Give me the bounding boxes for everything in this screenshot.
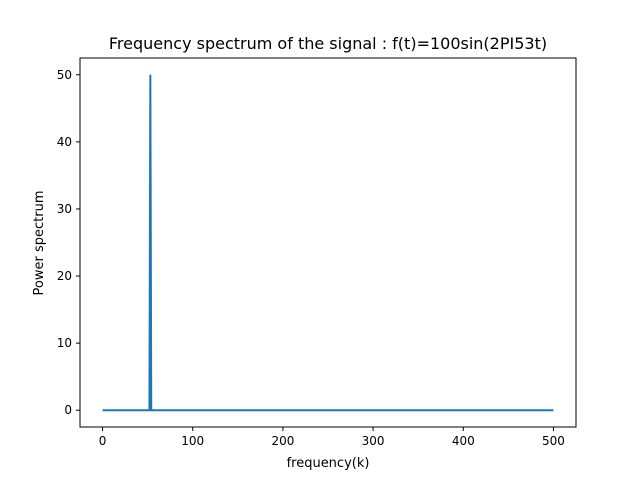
x-tick-label: 500 (542, 434, 565, 448)
y-tick-label: 50 (57, 68, 72, 82)
y-tick-label: 40 (57, 135, 72, 149)
plot-frame (79, 57, 577, 428)
x-tick-label: 300 (362, 434, 385, 448)
chart-title: Frequency spectrum of the signal : f(t)=… (109, 34, 547, 53)
x-tick-label: 200 (271, 434, 294, 448)
y-axis-label: Power spectrum (32, 191, 47, 296)
series-line-0 (102, 74, 554, 412)
y-tick-label: 20 (57, 269, 72, 283)
x-tick-label: 0 (99, 434, 107, 448)
x-tick-label: 100 (181, 434, 204, 448)
y-tick-label: 30 (57, 202, 72, 216)
x-tick-label: 400 (452, 434, 475, 448)
x-axis-label: frequency(k) (287, 456, 370, 471)
plot-area: 0 100 200 300 400 500 0 10 20 30 40 50 (57, 57, 577, 448)
y-tick-label: 0 (64, 403, 72, 417)
y-tick-label: 10 (57, 336, 72, 350)
